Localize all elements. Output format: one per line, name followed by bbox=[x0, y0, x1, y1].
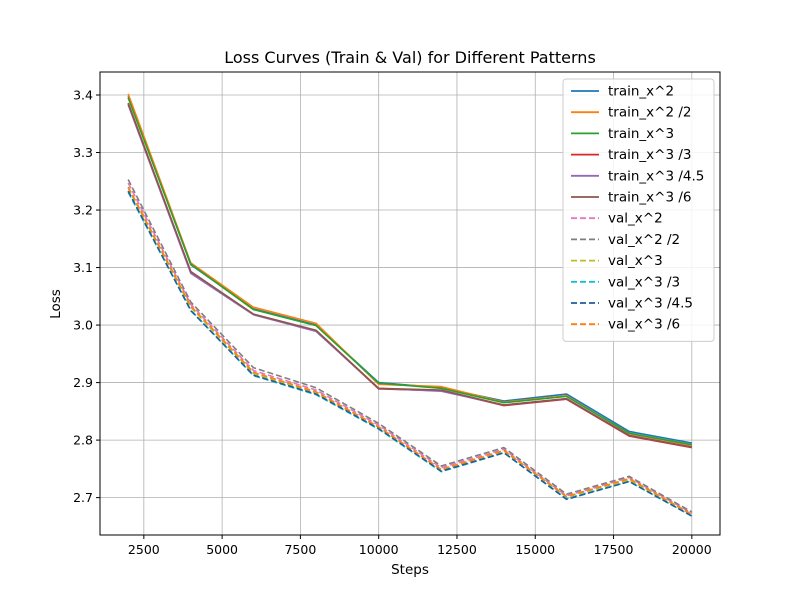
y-tick-label: 3.2 bbox=[73, 203, 93, 218]
legend: train_x^2 train_x^2 /2 train_x^3 train_x^3 … bbox=[562, 78, 715, 342]
series-line-6 bbox=[127, 103, 692, 448]
x-tick-label: 15000 bbox=[515, 542, 555, 557]
x-tick-label: 17500 bbox=[594, 542, 634, 557]
legend-entry: train_x^3 bbox=[608, 126, 674, 142]
y-tick-label: 3.3 bbox=[73, 145, 93, 160]
y-tick-label: 3.1 bbox=[73, 260, 93, 275]
legend-entry: train_x^2 bbox=[608, 84, 674, 100]
series-line-12 bbox=[127, 186, 693, 515]
legend-box bbox=[562, 78, 715, 342]
chart-title: Loss Curves (Train & Val) for Different … bbox=[224, 48, 596, 67]
y-axis: 2.7 2.8 2.9 3.0 3.1 3.2 3.3 3.4 bbox=[73, 88, 100, 505]
x-tick-label: 7500 bbox=[284, 542, 316, 557]
series-line-7 bbox=[127, 182, 693, 514]
legend-entry: val_x^3 /6 bbox=[608, 317, 680, 333]
y-tick-label: 3.4 bbox=[73, 88, 93, 103]
x-tick-label: 2500 bbox=[128, 542, 160, 557]
legend-entry: val_x^3 /3 bbox=[608, 274, 680, 290]
legend-entry: train_x^3 /6 bbox=[608, 190, 692, 206]
series-line-3 bbox=[127, 97, 692, 446]
legend-entry: val_x^3 bbox=[608, 253, 663, 269]
legend-entry: val_x^2 bbox=[608, 211, 663, 227]
y-tick-label: 2.9 bbox=[73, 375, 93, 390]
x-axis: 2500 5000 7500 10000 12500 15000 17500 20000 bbox=[128, 535, 712, 557]
plot-frame bbox=[99, 71, 721, 536]
y-axis-label: Loss bbox=[48, 289, 64, 319]
x-tick-label: 10000 bbox=[359, 542, 399, 557]
y-tick-label: 2.8 bbox=[73, 433, 93, 448]
x-tick-label: 12500 bbox=[437, 542, 477, 557]
x-tick-label: 5000 bbox=[206, 542, 238, 557]
y-tick-label: 3.0 bbox=[73, 318, 93, 333]
legend-entry: train_x^3 /4.5 bbox=[608, 168, 704, 184]
x-tick-label: 20000 bbox=[672, 542, 712, 557]
legend-entry: val_x^2 /2 bbox=[608, 232, 680, 248]
series-line-8 bbox=[127, 179, 693, 513]
series-line-11 bbox=[127, 190, 693, 517]
y-tick-label: 2.7 bbox=[73, 490, 93, 505]
legend-entry: train_x^2 /2 bbox=[608, 105, 692, 121]
x-axis-label: Steps bbox=[391, 562, 429, 578]
legend-entry: train_x^3 /3 bbox=[608, 147, 692, 163]
legend-entry: val_x^3 /4.5 bbox=[608, 296, 693, 312]
series-layer bbox=[127, 93, 693, 517]
